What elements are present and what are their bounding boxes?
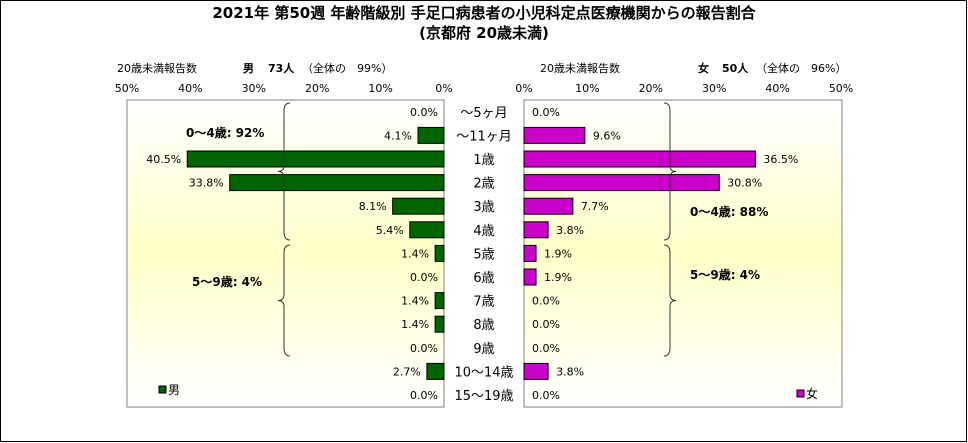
- category-label: ～11ヶ月: [456, 129, 512, 144]
- male-bar: [434, 292, 445, 310]
- male-value-label: 4.1%: [384, 129, 412, 142]
- male-bar: [434, 244, 445, 262]
- male-bar: [229, 174, 445, 192]
- female-value-label: 7.7%: [581, 200, 609, 213]
- male-value-label: 5.4%: [376, 224, 404, 237]
- female-value-label: 0.0%: [532, 295, 560, 308]
- male-header-share: （全体の 99%）: [302, 62, 393, 75]
- male-legend-swatch: [158, 385, 167, 394]
- male-header-label: 20歳未満報告数: [117, 62, 197, 75]
- female-value-label: 0.0%: [532, 318, 560, 331]
- female-bar: [523, 174, 720, 192]
- male-header-sex: 男: [243, 62, 254, 75]
- male-value-label: 0.0%: [410, 342, 438, 355]
- female-value-label: 36.5%: [763, 153, 798, 166]
- male-plot-area: [126, 99, 445, 408]
- female-bar: [523, 197, 574, 215]
- female-header-share: （全体の 96%）: [756, 62, 847, 75]
- male-x-tick-label: 10%: [368, 82, 392, 95]
- male-x-tick-label: 0%: [435, 82, 452, 95]
- female-header-count: 50人: [722, 62, 749, 75]
- female-value-label: 0.0%: [532, 342, 560, 355]
- male-value-label: 0.0%: [410, 271, 438, 284]
- category-label: 10～14歳: [454, 365, 513, 380]
- chart-title-line2: (京都府 20歳未満): [419, 24, 549, 42]
- female-x-tick-label: 30%: [702, 82, 726, 95]
- category-label: 4歳: [473, 224, 494, 239]
- male-value-label: 1.4%: [401, 318, 429, 331]
- category-label: 9歳: [473, 342, 494, 357]
- female-header-label: 20歳未満報告数: [540, 62, 620, 75]
- male-bar: [409, 221, 445, 239]
- male-header-count: 73人: [268, 62, 295, 75]
- male-bar: [417, 126, 445, 144]
- male-value-label: 0.0%: [410, 106, 438, 119]
- female-header-sex: 女: [698, 62, 709, 75]
- male-value-label: 8.1%: [359, 200, 387, 213]
- female-value-label: 3.8%: [556, 224, 584, 237]
- female-bar: [523, 221, 549, 239]
- male-bar: [392, 197, 445, 215]
- female-bar: [523, 268, 537, 286]
- female-legend-swatch: [796, 389, 805, 398]
- female-x-tick-label: 20%: [639, 82, 663, 95]
- category-label: 15～19歳: [454, 389, 513, 404]
- category-label: 1歳: [473, 153, 494, 168]
- female-bracket-0-4: [663, 102, 677, 241]
- category-label: 3歳: [473, 200, 494, 215]
- male-annotation-5-9: 5～9歳: 4%: [192, 274, 262, 289]
- male-value-label: 33.8%: [189, 177, 224, 190]
- female-annotation-5-9: 5～9歳: 4%: [690, 267, 760, 282]
- category-label: 8歳: [473, 318, 494, 333]
- female-bracket-5-9: [663, 244, 677, 357]
- category-label: ～5ヶ月: [460, 106, 507, 121]
- female-bar: [523, 126, 586, 144]
- male-x-tick-label: 50%: [115, 82, 139, 95]
- female-bar: [523, 362, 549, 380]
- category-label: 2歳: [473, 177, 494, 192]
- female-x-tick-label: 0%: [515, 82, 532, 95]
- male-value-label: 1.4%: [401, 295, 429, 308]
- male-value-label: 0.0%: [410, 389, 438, 402]
- male-bracket-5-9: [277, 244, 291, 357]
- female-value-label: 30.8%: [727, 177, 762, 190]
- category-label: 5歳: [473, 247, 494, 262]
- female-bar: [523, 150, 756, 168]
- female-value-label: 0.0%: [532, 106, 560, 119]
- male-value-label: 1.4%: [401, 247, 429, 260]
- male-annotation-0-4: 0～4歳: 92%: [186, 125, 264, 140]
- female-x-tick-label: 10%: [575, 82, 599, 95]
- category-label: 7歳: [473, 295, 494, 310]
- male-x-tick-label: 30%: [242, 82, 266, 95]
- male-legend-label: 男: [168, 383, 180, 397]
- male-bar: [186, 150, 445, 168]
- female-value-label: 3.8%: [556, 365, 584, 378]
- male-bracket-0-4: [277, 102, 291, 241]
- female-annotation-0-4: 0～4歳: 88%: [690, 204, 768, 219]
- category-label: 6歳: [473, 271, 494, 286]
- male-value-label: 2.7%: [393, 365, 421, 378]
- male-x-tick-label: 20%: [305, 82, 329, 95]
- female-value-label: 1.9%: [544, 247, 572, 260]
- male-value-label: 40.5%: [146, 153, 181, 166]
- female-legend-label: 女: [806, 386, 818, 401]
- male-bar: [426, 362, 445, 380]
- female-x-tick-label: 50%: [829, 82, 853, 95]
- female-value-label: 0.0%: [532, 389, 560, 402]
- male-bar: [434, 315, 445, 333]
- chart-title-line1: 2021年 第50週 年齢階級別 手足口病患者の小児科定点医療機関からの報告割合: [212, 4, 756, 22]
- female-value-label: 1.9%: [544, 271, 572, 284]
- male-x-tick-label: 40%: [178, 82, 202, 95]
- female-x-tick-label: 40%: [765, 82, 789, 95]
- female-value-label: 9.6%: [593, 129, 621, 142]
- female-bar: [523, 244, 537, 262]
